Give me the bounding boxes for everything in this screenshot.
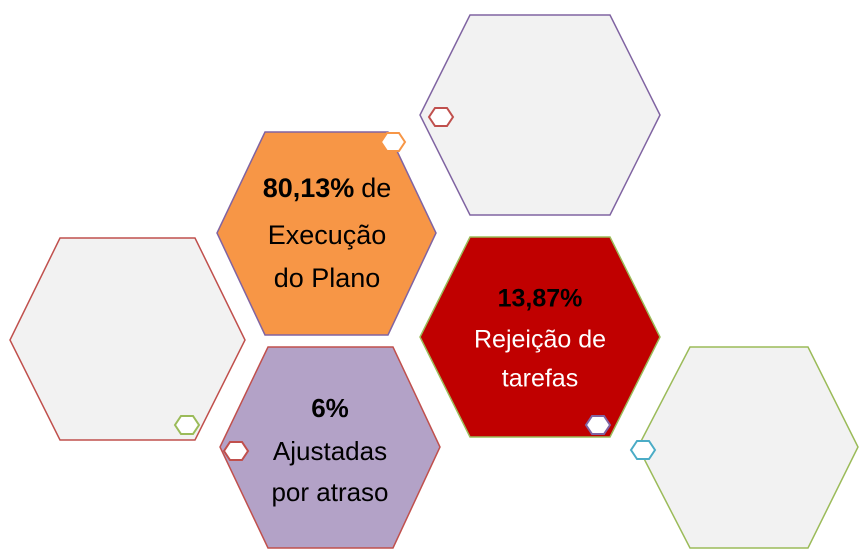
hexagon-line: Execução	[268, 220, 387, 250]
empty-hexagon	[637, 346, 859, 549]
percentage: 13,87%	[498, 285, 583, 313]
hexagon-line: Ajustadas	[273, 436, 387, 466]
small-hexagon	[222, 441, 250, 461]
small-hexagon	[584, 415, 612, 435]
adjusted-hexagon	[219, 346, 441, 549]
hexagon-line: por atraso	[271, 477, 388, 507]
hexagon-line: tarefas	[502, 365, 578, 393]
hexagon-lead: 80,13% de	[263, 173, 392, 203]
hexagon-line: do Plano	[274, 263, 381, 293]
empty-hexagon	[9, 237, 246, 441]
small-hexagons	[173, 107, 657, 461]
percentage: 80,13%	[263, 173, 355, 203]
small-hexagon	[173, 415, 201, 435]
small-hexagon	[379, 132, 407, 152]
suffix: de	[361, 173, 391, 203]
empty-hexagon	[419, 14, 661, 216]
small-hexagon	[629, 440, 657, 460]
hexagon-line: Rejeição de	[474, 326, 606, 354]
percentage: 6%	[311, 393, 349, 423]
small-hexagon	[427, 107, 455, 127]
rejection-hexagon	[419, 236, 661, 438]
